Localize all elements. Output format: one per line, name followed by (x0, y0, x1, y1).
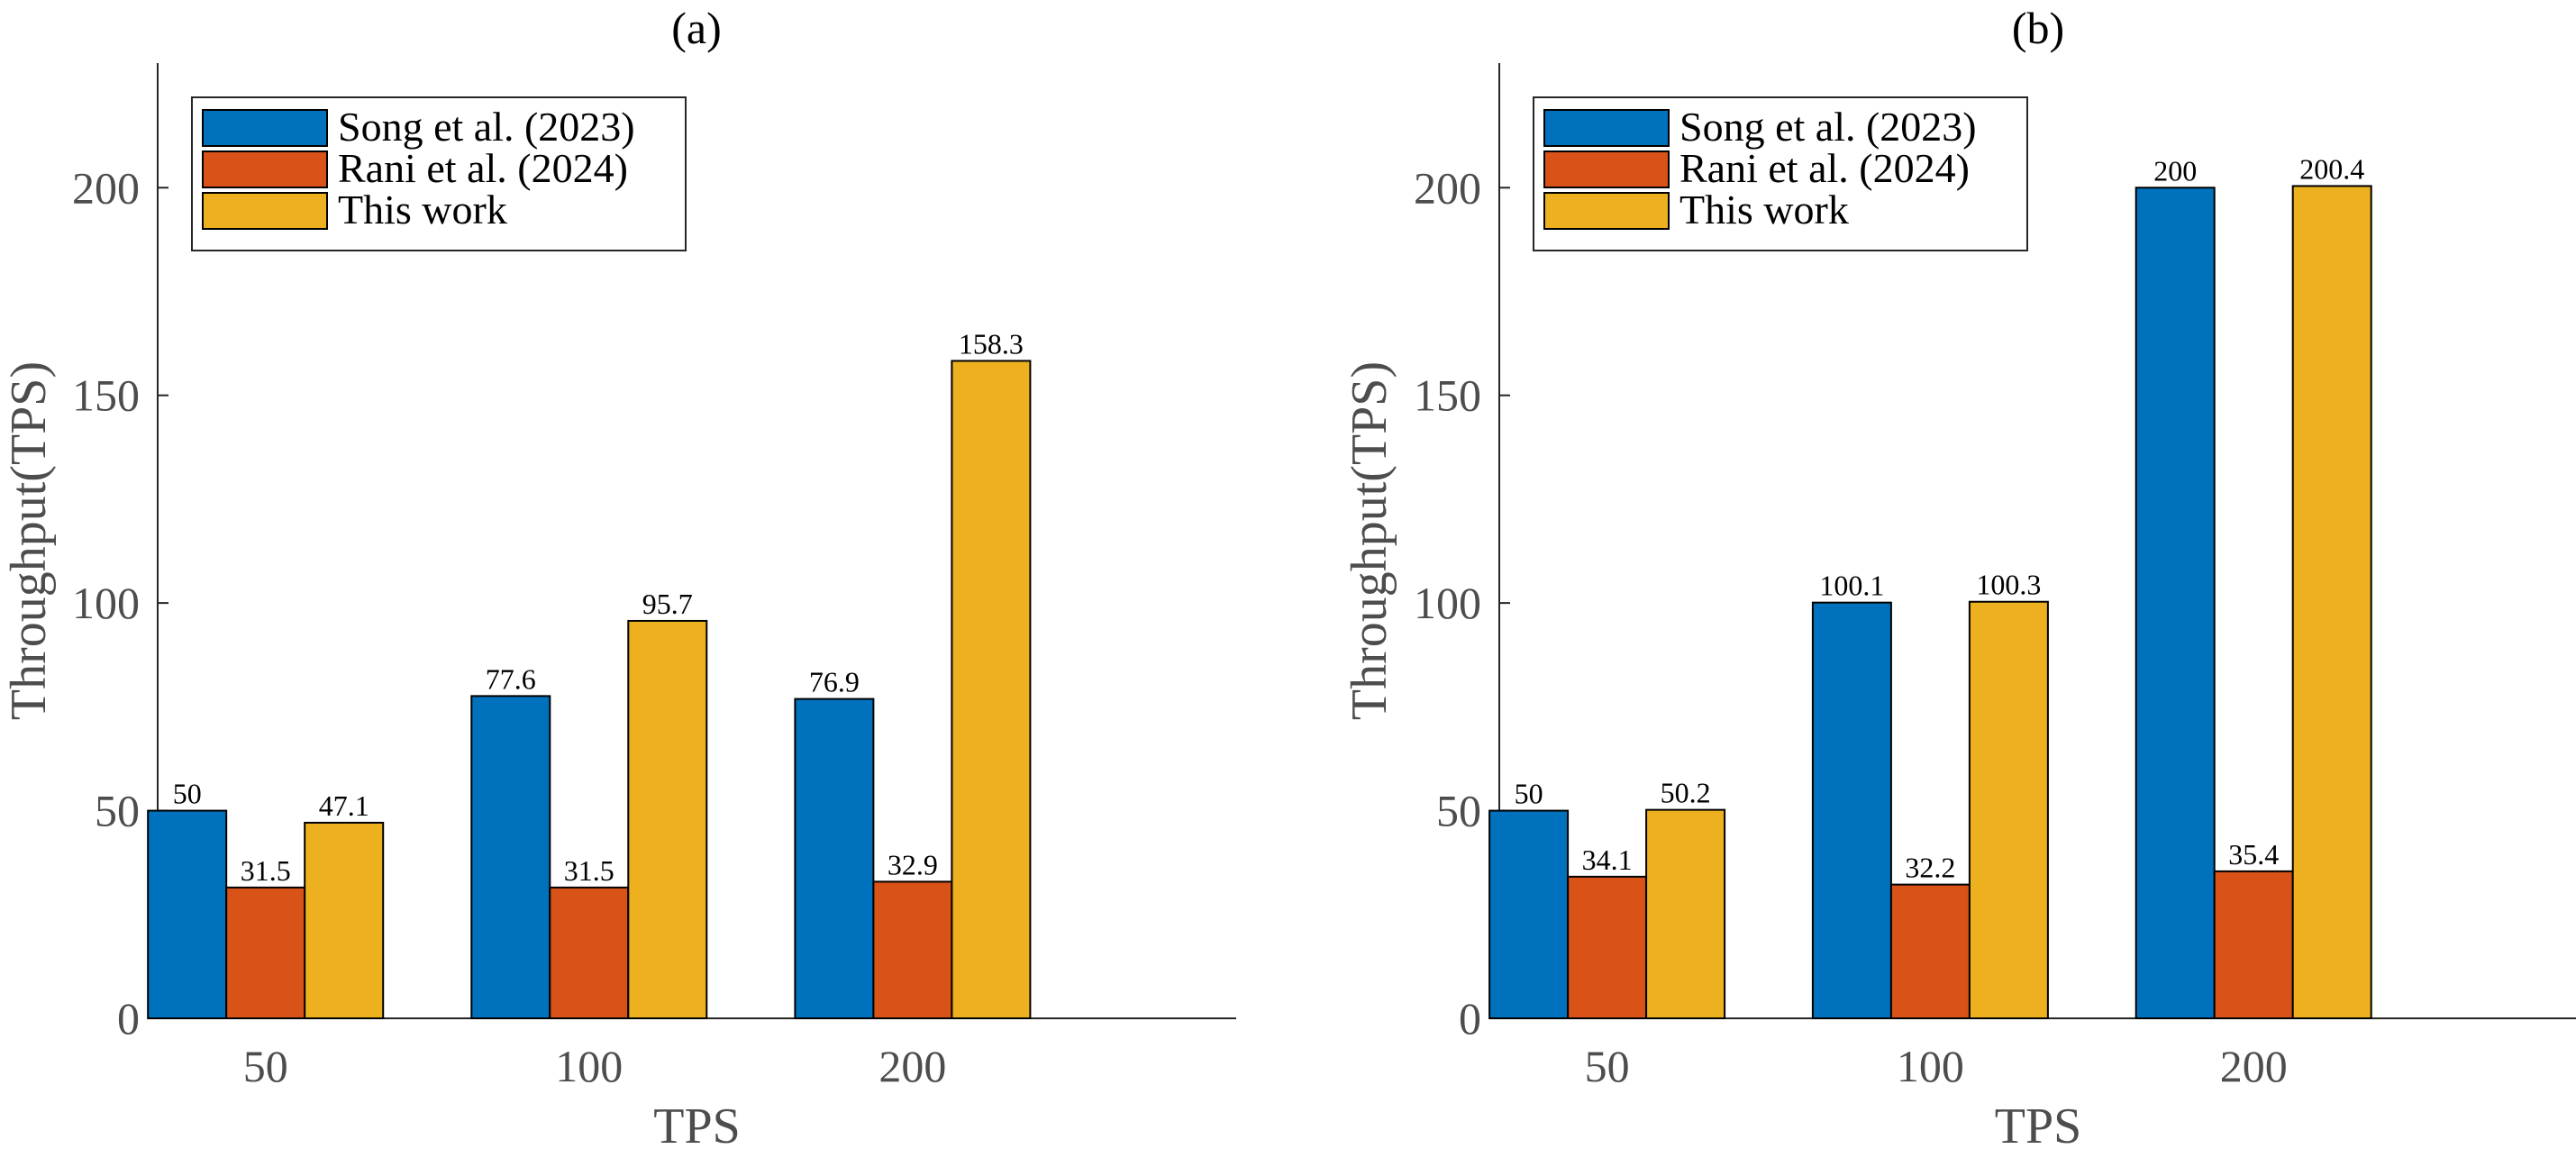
bar (549, 886, 630, 1020)
y-tick-label: 50 (95, 786, 140, 836)
data-label: 77.6 (486, 662, 536, 695)
legend-swatch (1543, 150, 1670, 188)
data-label: 50 (173, 778, 202, 810)
y-tick-label: 200 (1414, 162, 1481, 213)
x-tick-label: 50 (1585, 1041, 1630, 1091)
bar (2135, 187, 2216, 1019)
y-tick-label: 0 (1459, 993, 1481, 1044)
bar (470, 695, 551, 1020)
legend-swatch (202, 109, 328, 147)
legend-label: Rani et al. (2024) (338, 145, 628, 191)
legend-label: Song et al. (2023) (338, 104, 635, 150)
x-tick-label: 100 (1897, 1041, 1964, 1091)
bar (794, 698, 875, 1019)
bar (147, 809, 228, 1020)
data-label: 100.1 (1819, 570, 1884, 602)
bar (951, 360, 1032, 1019)
data-label: 50.2 (1661, 777, 1711, 809)
panel-a: 0 50 100 150 200 50 50 31.5 47.1 100 77.6 31.5 95.7 2… (1, 3, 1236, 1149)
y-axis-label: Throughput(TPS) (1342, 361, 1397, 720)
legend-label: Song et al. (2023) (1679, 104, 1977, 150)
data-label: 35.4 (2228, 838, 2279, 871)
x-tick-label: 50 (243, 1041, 288, 1091)
data-label: 200 (2153, 154, 2197, 187)
x-tick-label: 200 (878, 1041, 946, 1091)
legend-label: This work (338, 187, 507, 233)
x-axis-label: TPS (1995, 1099, 2082, 1149)
legend-swatch (1543, 109, 1670, 147)
data-label: 32.2 (1905, 852, 1955, 884)
bar (1645, 808, 1726, 1020)
data-label: 47.1 (319, 789, 369, 822)
data-label: 50 (1515, 778, 1543, 810)
y-tick-label: 200 (72, 162, 140, 213)
data-label: 200.4 (2299, 152, 2364, 185)
y-tick-label: 0 (117, 993, 140, 1044)
x-tick-label: 200 (2220, 1041, 2288, 1091)
data-label: 158.3 (959, 327, 1024, 360)
bar (2213, 870, 2294, 1019)
bar (627, 619, 708, 1019)
data-label: 34.1 (1582, 844, 1633, 876)
legend-swatch (1543, 192, 1670, 230)
bar (1968, 600, 2049, 1019)
data-label: 31.5 (241, 854, 291, 887)
y-tick-label: 50 (1436, 786, 1481, 836)
bar (1889, 883, 1971, 1019)
y-tick-label: 150 (1414, 370, 1481, 421)
legend-swatch (202, 192, 328, 230)
legend-label: This work (1679, 187, 1849, 233)
bar (225, 886, 306, 1020)
bar (1567, 875, 1648, 1020)
data-label: 31.5 (564, 854, 614, 887)
y-tick-label: 100 (72, 578, 140, 628)
data-label: 100.3 (1976, 569, 2041, 601)
bar (1811, 601, 1892, 1019)
panel-title: (a) (671, 3, 722, 53)
panel-title: (b) (2012, 3, 2064, 53)
bar (1488, 809, 1570, 1020)
x-tick-label: 100 (555, 1041, 623, 1091)
data-label: 95.7 (642, 588, 693, 620)
panel-b: 0 50 100 150 200 50 50 34.1 50.2 100 100.1 32.2 100.… (1342, 3, 2576, 1149)
y-axis-label: Throughput(TPS) (1, 361, 57, 720)
legend: Song et al. (2023)Rani et al. (2024)This… (1533, 96, 2028, 251)
y-tick-label: 100 (1414, 578, 1481, 628)
bar (304, 821, 385, 1019)
y-tick-label: 150 (72, 370, 140, 421)
legend-swatch (202, 150, 328, 188)
legend-label: Rani et al. (2024) (1679, 145, 1970, 191)
bar (2291, 185, 2372, 1019)
x-axis-label: TPS (653, 1099, 741, 1149)
bar (872, 880, 953, 1019)
legend: Song et al. (2023)Rani et al. (2024)This… (191, 96, 687, 251)
data-label: 76.9 (809, 666, 860, 698)
data-label: 32.9 (887, 848, 938, 880)
